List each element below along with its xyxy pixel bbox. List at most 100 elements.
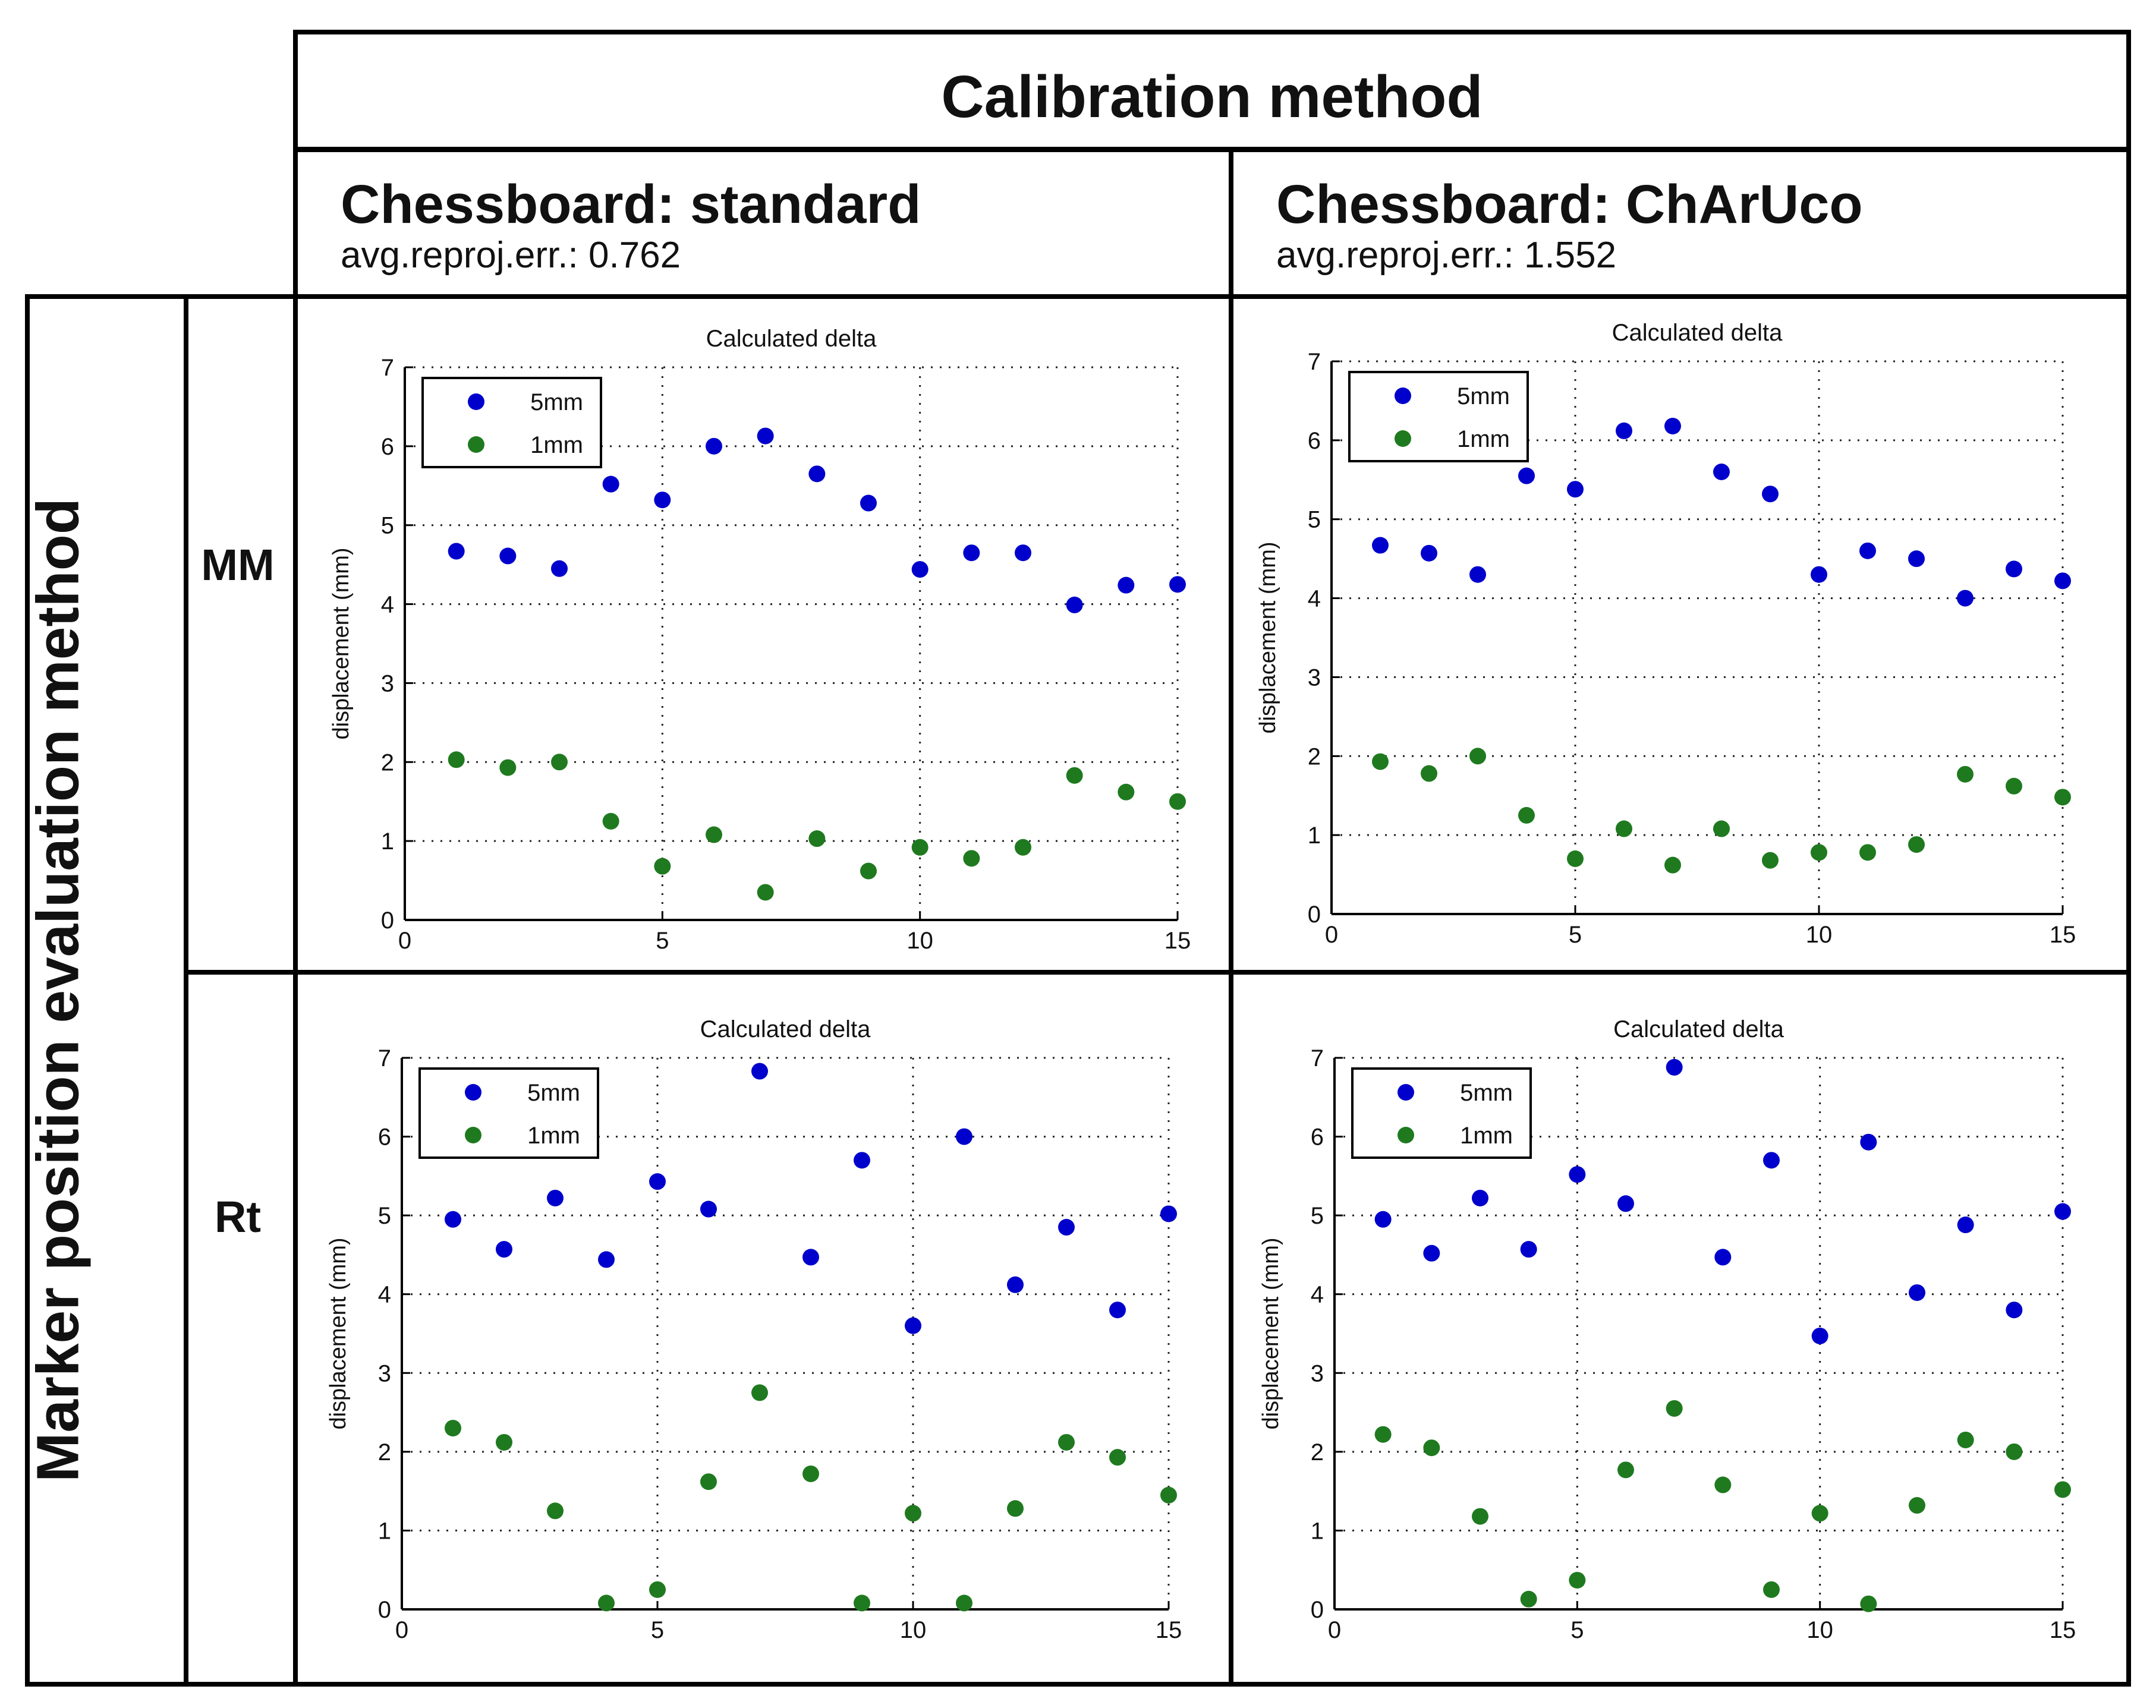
y-tick-label: 3 [1308, 664, 1321, 691]
y-tick-label: 5 [378, 1203, 391, 1229]
point-1mm [808, 830, 826, 847]
point-1mm [1169, 793, 1186, 810]
row-header-mm [184, 294, 298, 975]
point-1mm [547, 1502, 564, 1520]
legend-label-5mm: 5mm [1457, 383, 1510, 409]
legend-label-5mm: 5mm [1460, 1080, 1513, 1106]
row-header-outer [25, 294, 188, 1687]
chart-mm-standard: Calculated delta 0 5 10 15 0 1 2 3 4 5 6 7 displaceme… [329, 326, 1191, 954]
point-1mm [1007, 1500, 1024, 1517]
row-label-mm: MM [201, 540, 275, 590]
point-5mm [2006, 1302, 2023, 1319]
x-tick-label: 10 [1806, 922, 1833, 948]
legend-label-5mm: 5mm [530, 389, 583, 415]
point-1mm [1372, 753, 1389, 770]
x-tick-label: 5 [651, 1617, 664, 1643]
y-tick-label: 1 [378, 1518, 391, 1544]
x-tick-label: 5 [1570, 1617, 1584, 1643]
point-5mm [1762, 486, 1779, 503]
point-5mm [1859, 542, 1876, 559]
x-tick-label: 10 [900, 1617, 927, 1643]
column-title-standard: Chessboard: standard [341, 174, 921, 235]
point-5mm [1811, 1327, 1828, 1344]
y-tick-label: 7 [1308, 349, 1321, 375]
point-1mm [649, 1581, 666, 1598]
row-group-title: Marker position evaluation method [24, 498, 92, 1482]
legend-box [1348, 371, 1529, 462]
point-1mm [963, 850, 980, 867]
y-tick-label: 5 [1308, 507, 1321, 533]
point-1mm [496, 1433, 512, 1451]
point-5mm [911, 561, 929, 578]
x-tick-label: 5 [656, 928, 669, 954]
y-tick-label: 7 [381, 355, 394, 381]
x-tick-label: 15 [1164, 928, 1191, 954]
y-axis-label: displacement (mm) [1255, 541, 1280, 733]
point-1mm [1518, 806, 1535, 824]
point-5mm [1763, 1152, 1780, 1169]
point-5mm [706, 437, 722, 455]
point-5mm [1423, 1244, 1440, 1262]
point-1mm [706, 826, 722, 843]
x-tick-label: 0 [398, 928, 411, 954]
y-tick-label: 2 [378, 1439, 391, 1466]
point-1mm [1066, 767, 1083, 784]
point-1mm [602, 812, 619, 830]
column-title-charuco: Chessboard: ChArUco [1276, 174, 1863, 235]
column-header-charuco: Chessboard: ChArUco avg.reproj.err.: 1.5… [1229, 147, 2131, 299]
y-tick-label: 7 [378, 1045, 391, 1072]
y-tick-label: 5 [381, 513, 394, 539]
point-1mm [1957, 1431, 1974, 1448]
chart-title: Calculated delta [700, 1016, 871, 1042]
point-1mm [1908, 836, 1925, 853]
point-5mm [1520, 1241, 1537, 1258]
point-1mm [1666, 1400, 1683, 1417]
point-1mm [757, 884, 774, 901]
point-5mm [1957, 1217, 1974, 1234]
point-1mm [1160, 1486, 1177, 1504]
chart-mm-charuco: Calculated delta 0 5 10 15 0 1 2 3 4 5 6 7 displaceme… [1255, 320, 2076, 948]
point-1mm [445, 1420, 461, 1437]
row-header-rt [184, 970, 298, 1687]
point-1mm [1469, 748, 1486, 765]
y-tick-label: 0 [381, 907, 394, 934]
legend-label-1mm: 1mm [530, 432, 583, 458]
point-5mm [496, 1241, 512, 1258]
point-5mm [2054, 1203, 2071, 1220]
legend-marker-5mm [468, 393, 484, 410]
point-1mm [1664, 856, 1681, 874]
point-5mm [1666, 1058, 1683, 1076]
point-1mm [1569, 1571, 1586, 1589]
point-5mm [1518, 467, 1535, 484]
legend-box [418, 1067, 599, 1159]
point-1mm [956, 1594, 972, 1612]
point-5mm [905, 1317, 921, 1334]
point-5mm [1058, 1219, 1075, 1236]
legend-box [421, 377, 602, 468]
y-tick-label: 1 [1311, 1518, 1324, 1544]
legend-marker-1mm [1398, 1127, 1414, 1143]
point-1mm [654, 858, 671, 875]
point-5mm [547, 1189, 564, 1206]
chart-title: Calculated delta [706, 326, 877, 352]
y-tick-label: 3 [381, 670, 394, 697]
point-1mm [2006, 777, 2022, 795]
calibration-method-header: Calibration method [293, 30, 2131, 152]
legend-box [1351, 1067, 1532, 1159]
x-tick-label: 5 [1569, 922, 1582, 948]
point-5mm [963, 544, 980, 562]
y-tick-label: 1 [1308, 823, 1321, 849]
point-5mm [1169, 576, 1186, 593]
point-5mm [2006, 560, 2022, 578]
point-1mm [1058, 1433, 1075, 1451]
panel-rt-charuco: Calculated delta 0 5 10 15 0 1 2 3 4 5 6 7 displaceme… [1229, 970, 2131, 1687]
legend-label-1mm: 1mm [1460, 1123, 1513, 1149]
point-5mm [602, 475, 619, 493]
point-1mm [1520, 1590, 1537, 1608]
point-5mm [1617, 1195, 1634, 1212]
point-5mm [1472, 1189, 1488, 1206]
panel-mm-charuco: Calculated delta 0 5 10 15 0 1 2 3 4 5 6 7 displaceme… [1229, 294, 2131, 975]
point-5mm [1372, 537, 1389, 554]
point-5mm [808, 465, 826, 483]
y-tick-label: 0 [378, 1597, 391, 1623]
